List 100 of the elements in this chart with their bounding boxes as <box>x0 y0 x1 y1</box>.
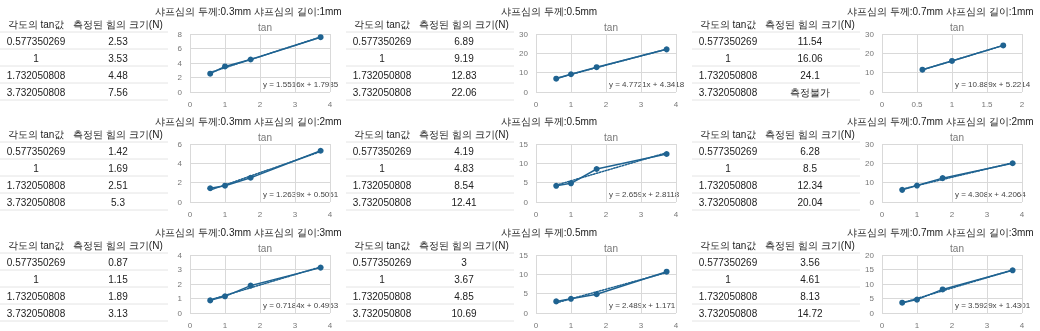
x-tick-label: 0 <box>533 99 539 109</box>
point <box>899 187 906 194</box>
chart-subtitle: 샤프심의 두께:0.3mm 샤프심의 길이:1mm <box>155 5 342 17</box>
y-tick-label: 15 <box>519 139 529 149</box>
text: 1.732050808 <box>6 290 66 302</box>
x-tick-label: 1 <box>568 209 574 219</box>
x-tick-label: 3 <box>984 209 990 219</box>
x-tick-label: 0 <box>187 320 193 330</box>
x-tick-label: 4 <box>1019 209 1025 219</box>
text: 측정불가 <box>790 86 830 98</box>
text: 9.19 <box>454 52 475 64</box>
y-tick-label: 4 <box>177 159 183 169</box>
x-tick-label: 3 <box>638 209 644 219</box>
point <box>222 292 228 299</box>
text: 0.577350269 <box>698 35 758 47</box>
text: 0.577350269 <box>698 145 758 157</box>
y-tick-label: 5 <box>869 293 875 303</box>
chart-subtitle: 샤프심의 두께:0.7mm 샤프심의 길이:3mm <box>847 226 1034 238</box>
y-tick-label: 10 <box>519 68 529 78</box>
y-tick-label: 6 <box>177 139 183 149</box>
text: 측정된 힘의 크기(N) <box>419 239 509 251</box>
x-tick-label: 2 <box>257 320 263 330</box>
point <box>939 286 946 293</box>
y-tick-label: 20 <box>865 159 875 169</box>
y-tick-label: 20 <box>865 250 875 260</box>
y-tick-label: 0 <box>177 308 183 318</box>
y-tick-label: 4 <box>177 250 183 260</box>
point <box>568 180 574 187</box>
x-tick-label: 4 <box>1019 320 1025 330</box>
text: 측정된 힘의 크기(N) <box>73 18 163 30</box>
text: 3.732050808 <box>698 86 758 98</box>
chart-title: tan <box>258 242 272 254</box>
text: 각도의 tan값 <box>353 239 411 251</box>
x-tick-label: 3 <box>984 320 990 330</box>
text: 1.89 <box>108 290 129 302</box>
point <box>593 166 600 173</box>
text: 각도의 tan값 <box>7 128 65 140</box>
chart-subtitle: 샤프심의 두께:0.5mm <box>501 226 598 238</box>
text: 3.732050808 <box>6 86 66 98</box>
text: 1 <box>379 52 386 64</box>
text: 12.34 <box>797 179 823 191</box>
text: 측정된 힘의 크기(N) <box>765 239 855 251</box>
x-tick-label: 4 <box>673 99 679 109</box>
x-tick-label: 2 <box>603 209 609 219</box>
text: 20.04 <box>797 196 823 208</box>
text: 4.48 <box>108 69 129 81</box>
text: 0.577350269 <box>352 145 412 157</box>
text: 0.577350269 <box>352 256 412 268</box>
text: 0.577350269 <box>6 145 66 157</box>
text: 2.53 <box>108 35 129 47</box>
text: 측정된 힘의 크기(N) <box>419 128 509 140</box>
y-tick-label: 2 <box>177 73 183 82</box>
y-tick-label: 4 <box>177 58 183 68</box>
point <box>1009 160 1016 167</box>
x-tick-label: 2 <box>257 209 263 219</box>
x-tick-label: 0 <box>187 99 193 109</box>
x-tick-label: 0 <box>187 209 193 219</box>
point <box>207 297 214 304</box>
text: 8.54 <box>454 179 475 191</box>
chart-title: tan <box>950 242 964 254</box>
text: 각도의 tan값 <box>7 239 65 251</box>
text: 측정된 힘의 크기(N) <box>765 128 855 140</box>
text: 측정된 힘의 크기(N) <box>419 18 509 30</box>
text: 0.87 <box>108 256 129 268</box>
text: 3.13 <box>108 307 129 319</box>
point <box>247 175 254 182</box>
point <box>568 71 574 78</box>
y-tick-label: 0 <box>523 87 529 97</box>
text: 측정된 힘의 크기(N) <box>73 239 163 251</box>
x-tick-label: 3 <box>292 99 298 109</box>
text: 6.28 <box>800 145 821 157</box>
text: 0.577350269 <box>698 256 758 268</box>
x-tick-label: 0 <box>533 209 539 219</box>
text: 3.67 <box>454 273 475 285</box>
point <box>914 182 920 189</box>
x-tick-label: 2 <box>1019 99 1025 109</box>
text: 각도의 tan값 <box>353 128 411 140</box>
text: 3.732050808 <box>6 307 66 319</box>
point <box>317 264 324 271</box>
text: 각도의 tan값 <box>699 18 757 30</box>
text: 1.732050808 <box>698 290 758 302</box>
point <box>207 70 214 77</box>
chart-title: tan <box>950 21 964 33</box>
text: 1 <box>33 273 40 285</box>
y-tick-label: 0 <box>523 197 529 207</box>
text: 1 <box>33 162 40 174</box>
y-tick-label: 3 <box>177 264 183 274</box>
chart-subtitle: 샤프심의 두께:0.3mm 샤프심의 길이:3mm <box>155 226 342 238</box>
point <box>899 299 906 306</box>
text: 12.41 <box>451 196 477 208</box>
chart-subtitle: 샤프심의 두께:0.7mm 샤프심의 길이:1mm <box>847 5 1034 17</box>
x-tick-label: 1 <box>222 320 228 330</box>
x-tick-label: 1 <box>222 99 228 109</box>
annotation: y = 10.889x + 5.2214 <box>955 79 1031 89</box>
x-tick-label: 0.5 <box>911 99 924 109</box>
y-tick-label: 0 <box>869 197 875 207</box>
text: 측정된 힘의 크기(N) <box>765 18 855 30</box>
text: 1.732050808 <box>698 69 758 81</box>
text: 4.19 <box>454 145 475 157</box>
point <box>939 175 946 182</box>
